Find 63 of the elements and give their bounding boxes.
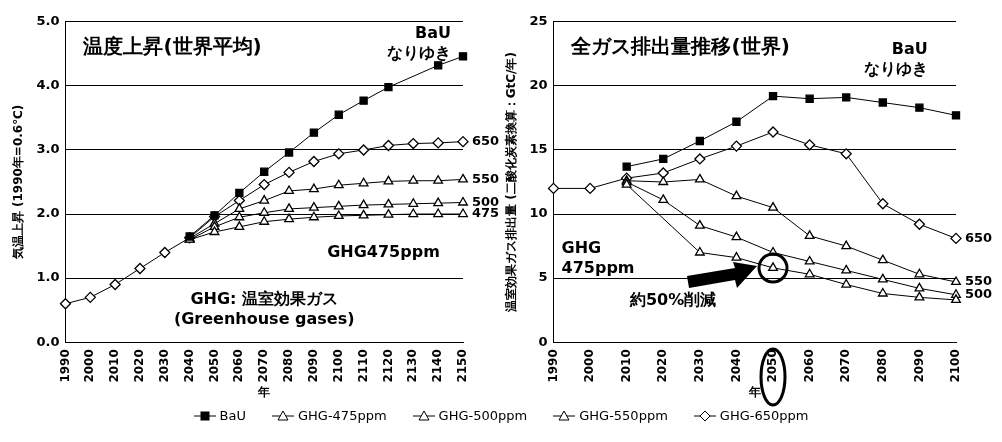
x-tick-label: 2110: [355, 349, 370, 383]
annotation: GHG475ppm: [327, 241, 440, 261]
annotation: 650: [472, 133, 500, 149]
y-tick-label: 10: [529, 205, 548, 221]
x-tick-label: 2030: [691, 349, 706, 383]
x-tick-label: 2000: [82, 349, 97, 383]
annotation: 550: [965, 273, 993, 289]
x-tick-label: 2020: [132, 349, 147, 383]
x-tick-label: 2120: [380, 349, 395, 383]
x-axis-title: 年: [257, 384, 271, 399]
y-axis-title: 温室効果ガス排出量 (二酸化炭素換算：GtC/年): [504, 52, 519, 313]
annotation: BaU なりゆき: [863, 39, 928, 79]
x-tick-label: 2080: [281, 349, 296, 383]
x-tick-label: 2090: [306, 349, 321, 383]
y-tick-label: 0.0: [36, 333, 60, 349]
x-tick-label: 2010: [618, 349, 633, 383]
x-tick-label: 2020: [655, 349, 670, 383]
x-tick-label: 2100: [330, 349, 345, 383]
legend-label: GHG-500ppm: [438, 408, 528, 423]
x-tick-label: 2060: [801, 349, 816, 383]
x-axis-title: 年: [747, 384, 761, 399]
y-tick-label: 2.0: [36, 205, 60, 221]
x-tick-label: 2070: [256, 349, 271, 383]
x-tick-label: 2140: [430, 349, 445, 383]
x-tick-label: 2050: [765, 349, 780, 383]
x-tick-label: 2040: [728, 349, 743, 383]
y-tick-label: 15: [529, 141, 548, 157]
annotation: GHG: 温室効果ガス (Greenhouse gases): [173, 289, 355, 329]
x-tick-label: 2080: [874, 349, 889, 383]
x-tick-label: 2060: [231, 349, 246, 383]
annotation: 550: [472, 170, 500, 186]
x-tick-label: 2030: [156, 349, 171, 383]
x-tick-label: 2010: [107, 349, 122, 383]
y-tick-label: 4.0: [36, 77, 60, 93]
x-tick-label: 2070: [838, 349, 853, 383]
legend-label: GHG-650ppm: [719, 408, 809, 423]
x-tick-label: 1990: [545, 349, 560, 383]
y-tick-label: 0: [538, 333, 548, 349]
x-tick-label: 2150: [455, 349, 470, 383]
legend-label: GHG-475ppm: [297, 408, 387, 423]
annotation: 500: [965, 286, 993, 302]
annotation: 650: [965, 229, 993, 245]
x-tick-label: 2050: [206, 349, 221, 383]
legend-label: GHG-550ppm: [579, 408, 668, 423]
y-tick-label: 5: [538, 269, 548, 285]
annotation: BaU なりゆき: [387, 23, 452, 63]
y-tick-label: 3.0: [36, 141, 60, 157]
x-tick-label: 2090: [911, 349, 926, 383]
x-tick-label: 2100: [948, 349, 963, 383]
y-tick-label: 1.0: [36, 269, 60, 285]
text: 温度上昇(世界平均): [82, 34, 262, 58]
y-tick-label: 25: [529, 13, 548, 29]
x-tick-label: 2130: [405, 349, 420, 383]
y-tick-label: 5.0: [36, 13, 60, 29]
y-axis-title: 気温上昇 (1990年=0.6℃): [11, 104, 26, 261]
x-tick-label: 1990: [57, 349, 72, 383]
x-tick-label: 2000: [582, 349, 597, 383]
y-tick-label: 20: [529, 77, 548, 93]
x-tick-label: 2040: [181, 349, 196, 383]
annotation: GHG 475ppm: [561, 238, 635, 278]
annotation: 約50%削減: [628, 289, 717, 309]
text: 全ガス排出量推移(世界): [570, 34, 790, 58]
legend-label: BaU: [219, 408, 246, 423]
